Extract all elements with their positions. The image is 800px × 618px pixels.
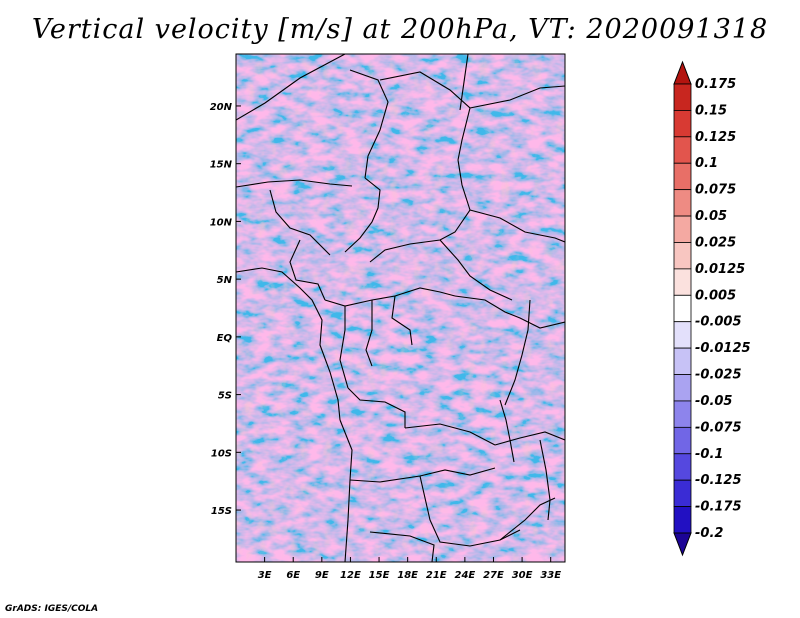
- lat-label: 10N: [210, 217, 233, 228]
- colorbar: 0.175 0.15 0.125 0.1 0.075 0.05 0.025 0.0125 0.0…: [673, 60, 751, 557]
- colorbar-label: -0.005: [695, 315, 742, 330]
- plot-title: Vertical velocity [m/s] at 200hPa, VT: 2…: [31, 14, 769, 45]
- colorbar-label: 0.1: [695, 156, 718, 171]
- border-line: [379, 71, 471, 161]
- lon-label: 6E: [286, 570, 300, 581]
- colorbar-cap-top: [673, 60, 692, 85]
- colorbar-box: [673, 479, 692, 507]
- colorbar-label: 0.05: [695, 209, 727, 224]
- colorbar-label: 0.005: [695, 288, 736, 303]
- lat-label: 20N: [210, 102, 233, 113]
- coast-line: [236, 267, 341, 421]
- colorbar-label: -0.2: [695, 526, 723, 541]
- colorbar-box: [673, 374, 692, 402]
- colorbar-box: [673, 294, 692, 323]
- lat-label: 15N: [210, 160, 233, 171]
- country-borders: [236, 54, 565, 562]
- velocity-field: [236, 54, 565, 562]
- border-line: [347, 387, 406, 428]
- colorbar-label: -0.125: [695, 473, 742, 488]
- colorbar-cap-bottom: [673, 532, 692, 557]
- border-line: [349, 467, 496, 483]
- colorbar-label: 0.075: [695, 183, 736, 198]
- border-line: [469, 85, 565, 109]
- lon-label: 24E: [454, 570, 475, 581]
- colorbar-box: [673, 506, 692, 534]
- lon-label: 15E: [369, 570, 390, 581]
- colorbar-box: [673, 189, 692, 217]
- colorbar-box: [673, 400, 692, 428]
- lon-label: 3E: [258, 570, 272, 581]
- colorbar-box: [673, 242, 692, 270]
- border-line: [349, 69, 389, 179]
- border-line: [369, 531, 435, 562]
- border-line: [454, 295, 565, 329]
- border-line: [365, 300, 373, 367]
- colorbar-label: 0.175: [695, 77, 736, 92]
- colorbar-box: [673, 347, 692, 375]
- colorbar-box: [673, 268, 692, 296]
- lon-label: 9E: [315, 570, 329, 581]
- colorbar-label: -0.075: [695, 420, 742, 435]
- border-line: [236, 54, 346, 121]
- border-line: [269, 189, 331, 256]
- lon-label: 30E: [512, 570, 533, 581]
- colorbar-box: [673, 321, 692, 349]
- colorbar-label: 0.025: [695, 235, 736, 250]
- colorbar-box: [673, 426, 692, 455]
- border-line: [391, 295, 413, 346]
- border-line: [469, 209, 565, 243]
- colorbar-box: [673, 162, 692, 191]
- border-line: [504, 299, 531, 406]
- border-line: [419, 475, 521, 547]
- lake-outline: [499, 399, 515, 463]
- border-line: [439, 239, 513, 301]
- colorbar-label: -0.025: [695, 368, 742, 383]
- border-line: [344, 177, 381, 253]
- border-line: [404, 423, 496, 446]
- border-line: [369, 159, 471, 263]
- border-line: [339, 306, 349, 389]
- lon-label: 21E: [426, 570, 447, 581]
- colorbar-box: [673, 110, 692, 138]
- colorbar-label: 0.0125: [695, 262, 745, 277]
- colorbar-label: -0.175: [695, 500, 742, 515]
- border-line: [459, 54, 469, 111]
- lat-label: 5S: [218, 391, 232, 402]
- colorbar-box: [673, 453, 692, 481]
- colorbar-box: [673, 83, 692, 111]
- lon-label: 12E: [340, 570, 361, 581]
- lat-label: 15S: [211, 506, 232, 517]
- colorbar-label: -0.05: [695, 394, 732, 409]
- colorbar-label: 0.125: [695, 130, 736, 145]
- lat-label: 5N: [217, 275, 233, 286]
- lat-label: EQ: [217, 333, 233, 344]
- colorbar-box: [673, 136, 692, 164]
- lake-outline: [539, 439, 551, 521]
- colorbar-box: [673, 215, 692, 243]
- colorbar-label: -0.1: [695, 447, 723, 462]
- credit-text: GrADS: IGES/COLA: [5, 604, 99, 614]
- map-frame: [235, 53, 566, 563]
- border-line: [236, 179, 353, 188]
- lon-label: 27E: [483, 570, 504, 581]
- latitude-axis: 20N 15N 10N 5N EQ 5S 10S 15S: [210, 102, 241, 517]
- border-line: [499, 497, 556, 541]
- lon-label: 33E: [540, 570, 561, 581]
- longitude-axis: 3E 6E 9E 12E 15E 18E 21E 24E 27E 30E 33E: [258, 557, 561, 581]
- colorbar-label: -0.0125: [695, 341, 751, 356]
- lat-label: 10S: [211, 448, 232, 459]
- lon-label: 18E: [397, 570, 418, 581]
- border-line: [494, 431, 565, 446]
- border-line: [289, 239, 326, 301]
- colorbar-label: 0.15: [695, 103, 727, 118]
